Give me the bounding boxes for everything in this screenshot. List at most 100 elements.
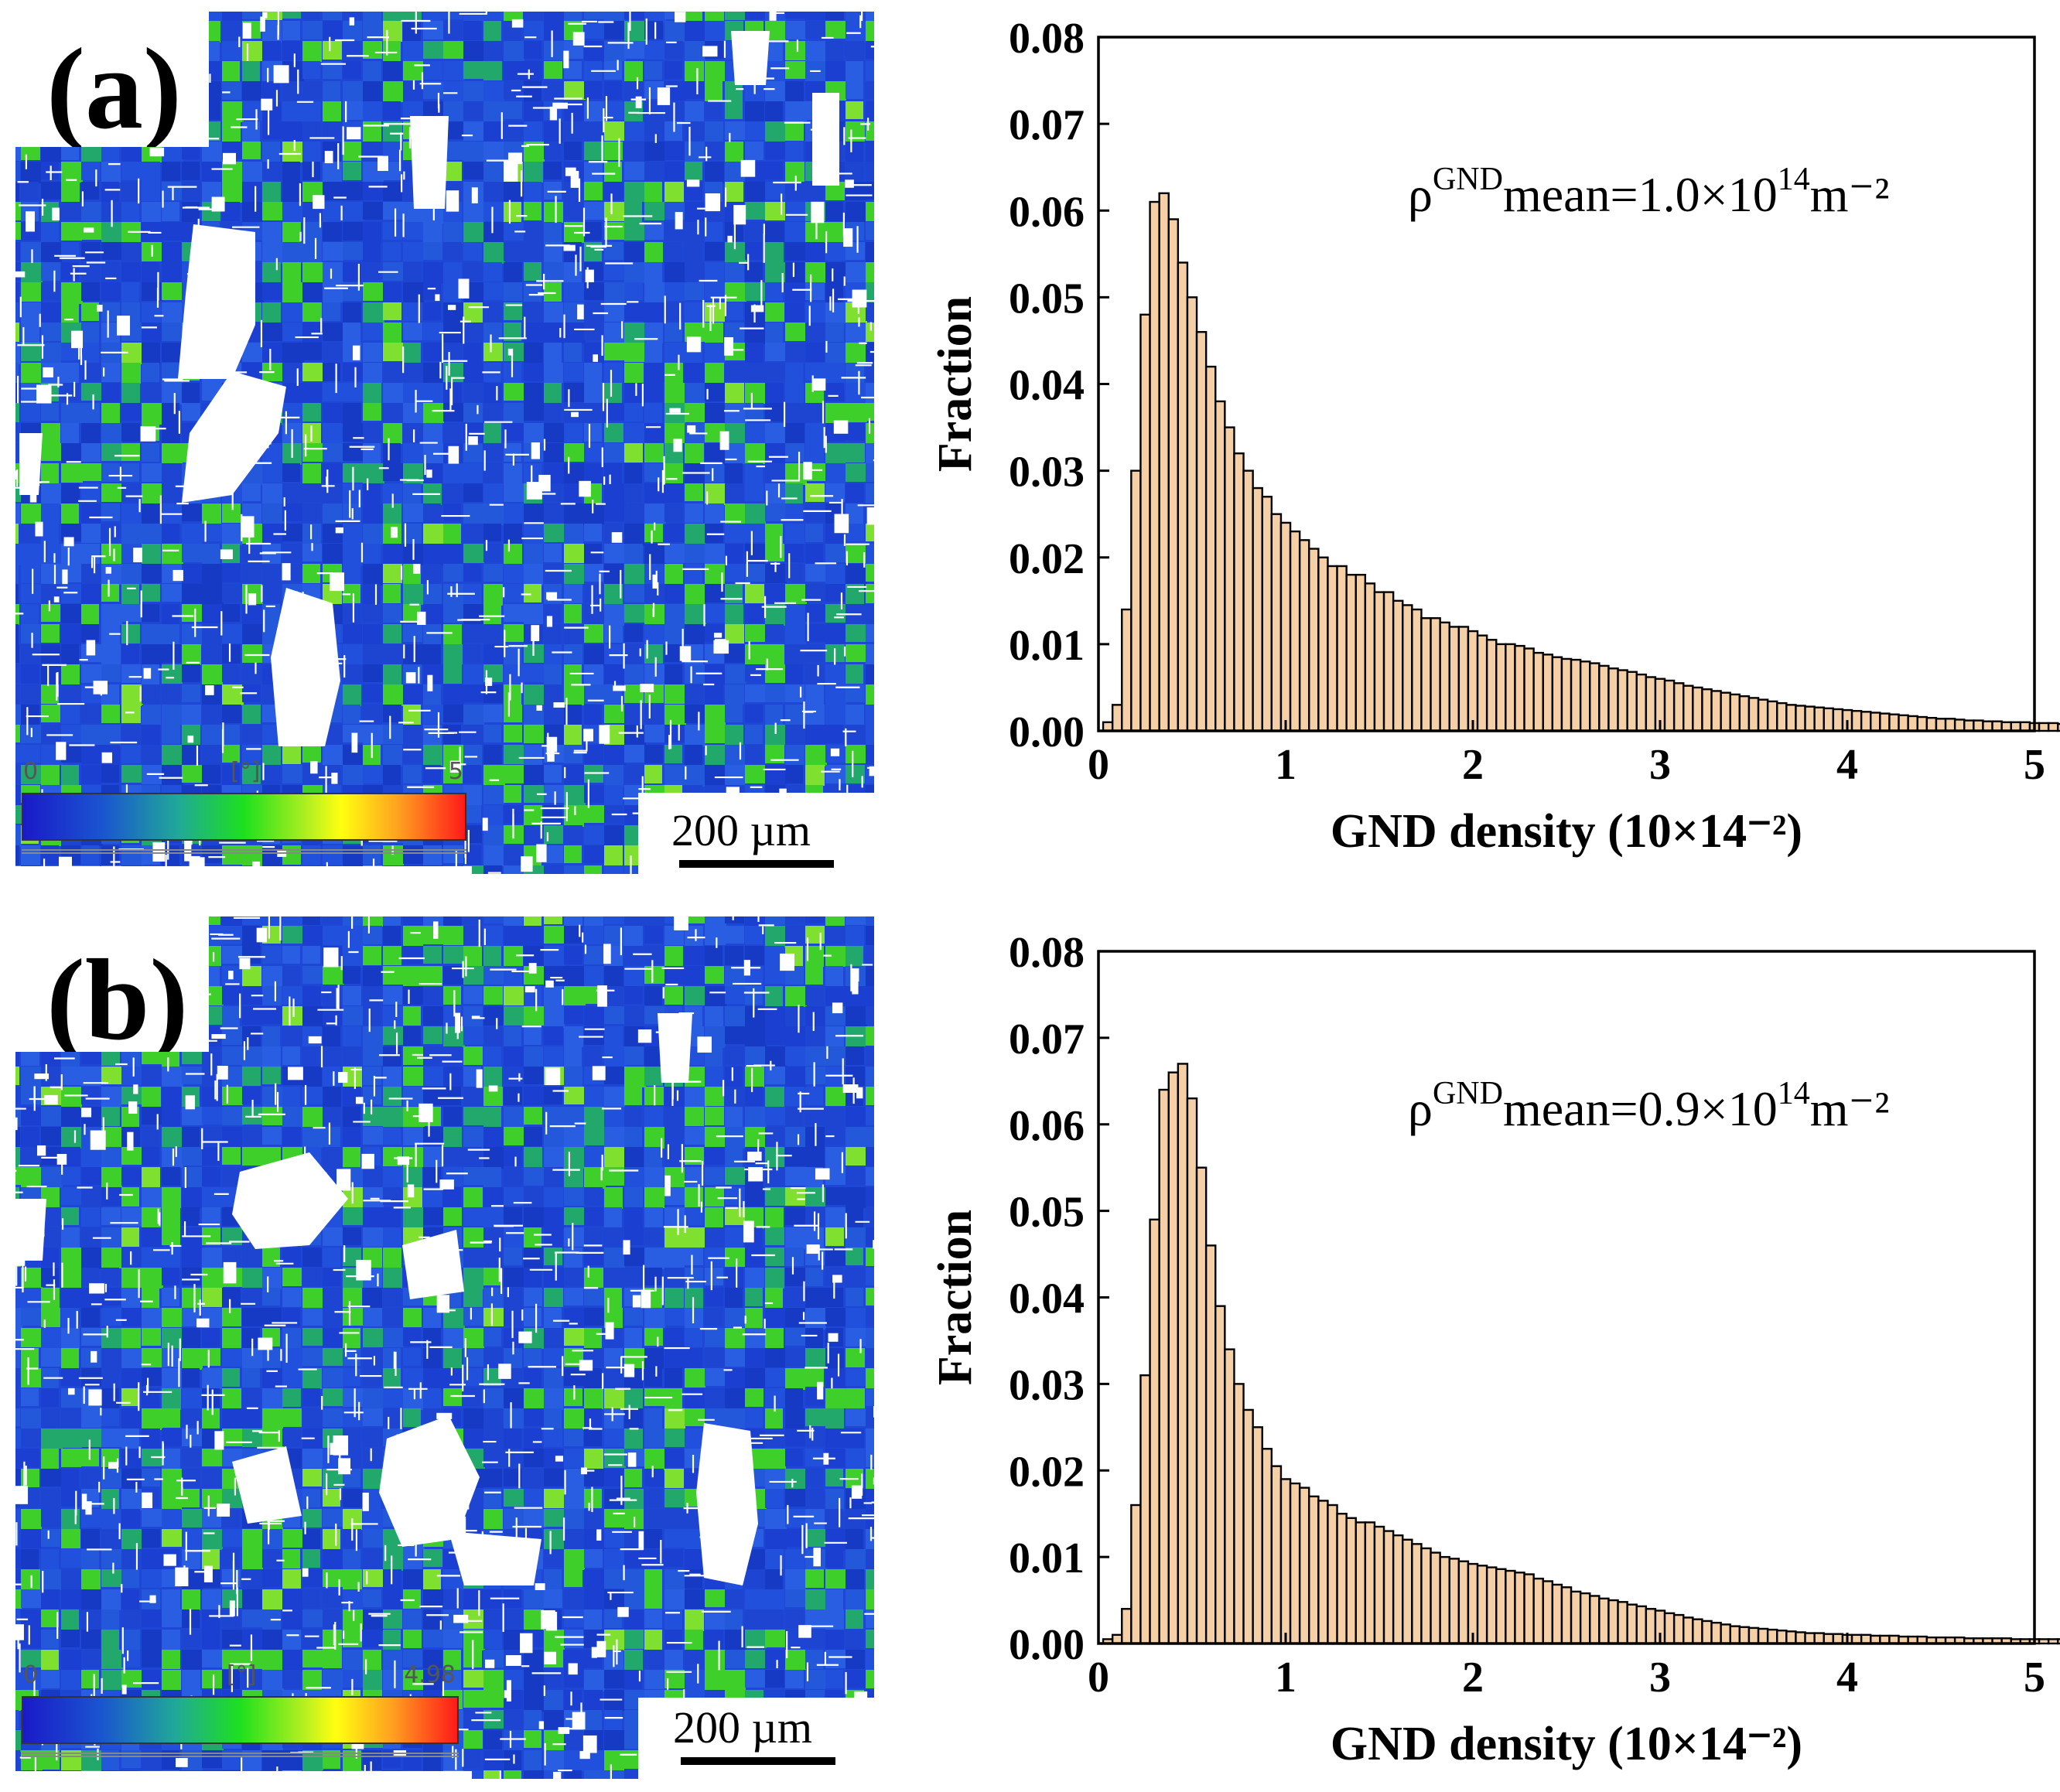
histogram-bar [1411, 1543, 1423, 1645]
histogram-bar [1589, 1595, 1601, 1645]
gnd-map-image [15, 916, 874, 1779]
histogram-bar [1457, 1560, 1470, 1645]
histogram-bar [1776, 701, 1788, 732]
histogram-bar [1158, 192, 1170, 732]
histogram-bar [1233, 452, 1245, 732]
histogram-bar [1991, 1637, 2003, 1645]
histogram-bar [1485, 1566, 1498, 1645]
y-tick-label: 0.06 [1009, 1102, 1085, 1150]
histogram-bar [1420, 1547, 1432, 1645]
histogram-bar [1683, 1616, 1694, 1645]
histogram-bar [1542, 654, 1554, 732]
histogram-bar [1186, 296, 1198, 732]
histogram-bar [1935, 718, 1947, 732]
histogram-bar [1720, 691, 1731, 732]
histogram-bar [1757, 1627, 1769, 1645]
y-tick-label: 0.02 [1009, 1448, 1085, 1496]
histogram-bar [1991, 720, 2003, 732]
histogram-bar [1149, 1218, 1160, 1645]
histogram-bar [1195, 1166, 1208, 1645]
histogram-bar [1710, 1621, 1722, 1645]
y-tick-label: 0.00 [1009, 1621, 1085, 1669]
legend-color-bar [22, 1696, 459, 1744]
y-tick-label: 0.02 [1009, 535, 1085, 583]
histogram-bar [1448, 626, 1460, 732]
histogram-bar [1167, 1071, 1180, 1645]
histogram-bar [1551, 656, 1563, 732]
legend-color-bar [22, 793, 466, 841]
panel-a-scale-label: 200 µm [671, 805, 811, 855]
histogram-bar [1233, 1383, 1245, 1645]
histogram-bar [1336, 1512, 1348, 1645]
histogram-bar [1785, 1630, 1797, 1645]
y-tick-label: 0.08 [1009, 929, 1085, 977]
histogram-bar [1317, 556, 1329, 732]
histogram-bar [1579, 1592, 1591, 1645]
y-tick-label: 0.03 [1009, 449, 1085, 497]
histogram-bar [1298, 1487, 1310, 1645]
histogram-bar [1204, 1244, 1217, 1645]
histogram-bar [1953, 1636, 1966, 1645]
histogram-bar [1860, 1633, 1872, 1645]
histogram-bar [1645, 1608, 1657, 1645]
histogram-bar [1560, 657, 1573, 732]
panel-a-gnd-map [0, 0, 882, 882]
histogram-bar [2019, 1638, 2031, 1645]
histogram-bar [1495, 1568, 1507, 1645]
plot-frame [1097, 36, 2036, 732]
histogram-bar [1692, 1618, 1703, 1645]
histogram-bar [1598, 1597, 1610, 1645]
histogram-bar [1167, 218, 1180, 732]
histogram-bar [1327, 1504, 1338, 1645]
histogram-bar [1467, 630, 1479, 732]
panel-b-gnd-map [0, 905, 882, 1787]
histogram-bar [1158, 1088, 1170, 1645]
histogram-bar [1532, 651, 1544, 732]
histogram-bar [1841, 708, 1853, 732]
x-tick-label: 1 [1275, 741, 1296, 789]
histogram-bar [1411, 608, 1423, 732]
histogram-bar [1701, 1620, 1713, 1645]
histogram-bar [1439, 621, 1450, 732]
histogram-bar [1476, 1565, 1488, 1645]
histogram-bar [2028, 1638, 2041, 1645]
histogram-bar [1420, 617, 1432, 732]
histogram-bar [1832, 708, 1844, 732]
panel-b-color-legend: 0 [°] 4.98 [22, 1661, 459, 1766]
histogram-bar [1804, 705, 1816, 732]
y-tick-label: 0.01 [1009, 1534, 1085, 1582]
gnd-map-image [15, 12, 874, 874]
histogram-bar [1130, 1504, 1142, 1645]
histogram-bar [1607, 667, 1619, 732]
histogram-bar [1804, 1632, 1816, 1645]
panel-a-label: (a) [46, 25, 182, 153]
histogram-bar [1701, 688, 1713, 732]
mean-annotation: ρGNDmean=0.9×1014m⁻² [1408, 1076, 1889, 1136]
histogram-bar [1382, 591, 1395, 732]
histogram-bar [1121, 608, 1132, 732]
histogram-bar [1542, 1580, 1554, 1645]
histogram-bar [1823, 1633, 1835, 1645]
histogram-bar [1242, 1408, 1254, 1645]
histogram-bar [2019, 721, 2031, 732]
histogram-bar [1467, 1562, 1479, 1645]
histogram-bar [1570, 1590, 1582, 1645]
histogram-bar [1139, 1374, 1151, 1645]
histogram-bar [1683, 684, 1694, 732]
histogram-bar [1186, 1097, 1198, 1645]
legend-unit-label: [°] [231, 758, 261, 785]
histogram-bar [1130, 469, 1142, 732]
histogram-bar [1532, 1577, 1544, 1645]
mean-annotation: ρGNDmean=1.0×1014m⁻² [1408, 162, 1889, 222]
y-tick-label: 0.01 [1009, 622, 1085, 670]
y-tick-label: 0.05 [1009, 1189, 1085, 1237]
x-tick-label: 2 [1462, 1654, 1484, 1702]
histogram-bar [1692, 686, 1703, 732]
histogram-bar [1944, 718, 1956, 732]
histogram-bar [1102, 721, 1114, 732]
histogram-bar [1551, 1583, 1563, 1645]
histogram-bar [1448, 1558, 1460, 1645]
histogram-bar [1598, 664, 1610, 732]
histogram-bar [1139, 313, 1151, 732]
y-tick-label: 0.00 [1009, 708, 1085, 756]
